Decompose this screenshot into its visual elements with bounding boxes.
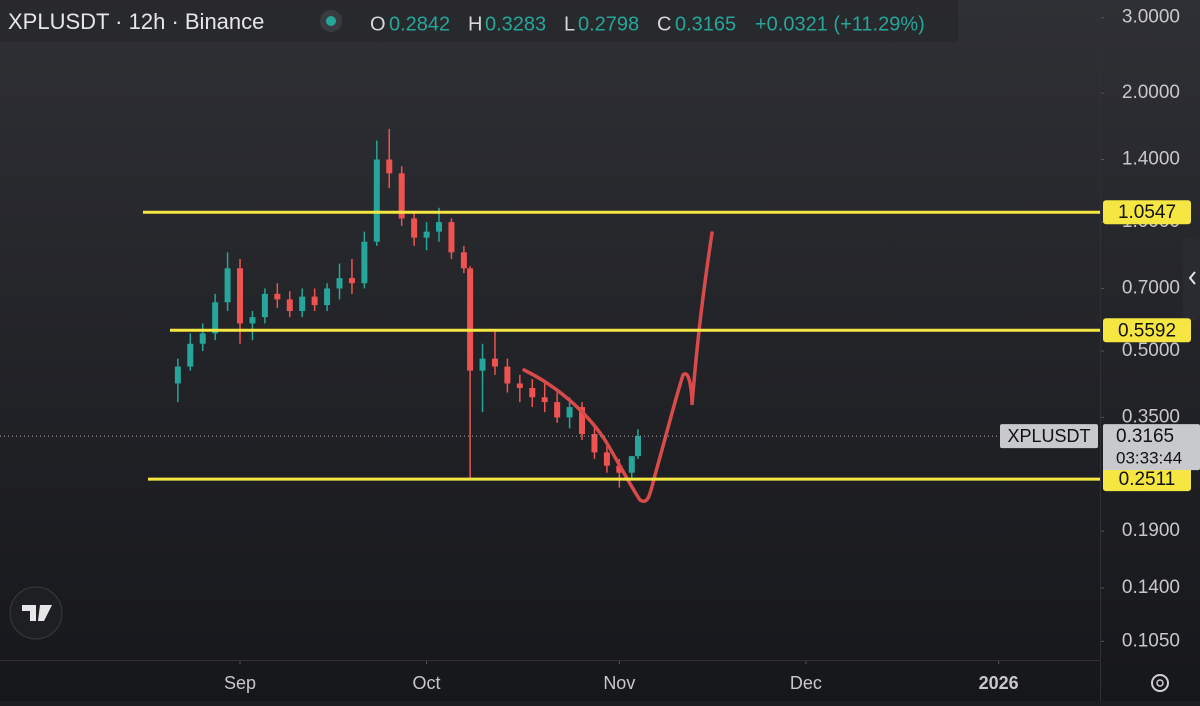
drawing bbox=[522, 231, 714, 503]
candle-body bbox=[504, 366, 511, 384]
candle-body bbox=[237, 268, 244, 324]
axis-divider bbox=[1100, 0, 1101, 701]
candle-body bbox=[467, 268, 474, 371]
candle-body bbox=[299, 296, 306, 312]
candle-body bbox=[261, 293, 268, 318]
candle-body bbox=[448, 222, 455, 253]
candle-body bbox=[579, 407, 586, 435]
candle-body bbox=[274, 293, 281, 300]
candle-body bbox=[541, 397, 548, 403]
change: +0.0321 (+11.29%) bbox=[755, 13, 925, 35]
candle-body bbox=[187, 343, 194, 367]
candle-body bbox=[361, 241, 368, 284]
level-tag bbox=[1103, 467, 1191, 492]
candle-body bbox=[411, 218, 418, 238]
level-label: 1.0547 bbox=[1118, 202, 1176, 223]
level-tag bbox=[1103, 318, 1191, 343]
ohlc-value: 0.3283 bbox=[485, 13, 546, 35]
candle-body bbox=[460, 252, 467, 269]
ohlc-value: 0.2842 bbox=[389, 13, 450, 35]
candle-body bbox=[336, 278, 343, 289]
symbol-tag-label: XPLUSDT bbox=[1007, 426, 1090, 446]
y-tick-label: 0.1400 bbox=[1122, 577, 1180, 598]
ohlc-label: L bbox=[564, 13, 575, 35]
y-tick-label: 3.0000 bbox=[1122, 7, 1180, 28]
ohlc-label: O bbox=[370, 13, 386, 35]
y-tick-label: 1.4000 bbox=[1122, 149, 1180, 170]
candle-body bbox=[286, 299, 293, 312]
candle-body bbox=[634, 436, 641, 457]
symbol-tag bbox=[1000, 424, 1098, 449]
last-price-tag bbox=[1103, 424, 1200, 471]
candle-body bbox=[616, 465, 623, 473]
header-bg bbox=[0, 0, 958, 42]
x-tick-label: Dec bbox=[790, 673, 822, 693]
candle-body bbox=[529, 387, 536, 398]
symbol-title: XPLUSDT · 12h · Binance bbox=[8, 9, 264, 34]
ohlc-value: 0.3165 bbox=[675, 13, 736, 35]
candle-body bbox=[199, 333, 206, 344]
ohlc-label: C bbox=[657, 13, 671, 35]
candle-body bbox=[436, 222, 443, 232]
ohlc-value: 0.2798 bbox=[578, 13, 639, 35]
candle-body bbox=[516, 383, 523, 388]
status-dot bbox=[326, 16, 336, 26]
y-tick-label: 0.7000 bbox=[1122, 277, 1180, 298]
tv-logo-glyph bbox=[22, 605, 52, 621]
x-tick-label: Nov bbox=[603, 673, 635, 693]
y-tick-label: 0.3500 bbox=[1122, 406, 1180, 427]
candle-body bbox=[554, 402, 561, 418]
x-tick-label: Sep bbox=[224, 673, 256, 693]
candle-body bbox=[373, 159, 380, 242]
settings-button[interactable] bbox=[1151, 674, 1169, 692]
candle-body bbox=[174, 366, 181, 384]
candle-body bbox=[628, 456, 635, 473]
y-tick-label: 0.1050 bbox=[1122, 630, 1180, 651]
collapse-icon bbox=[1188, 271, 1196, 285]
candle-body bbox=[566, 407, 573, 418]
candle-body bbox=[423, 231, 430, 238]
candle-body bbox=[212, 302, 219, 334]
candle-body bbox=[398, 173, 405, 219]
candle-body bbox=[603, 452, 610, 466]
x-tick-label: 2026 bbox=[979, 673, 1019, 693]
level-tag bbox=[1103, 200, 1191, 225]
candle-body bbox=[324, 288, 331, 306]
candle-body bbox=[491, 358, 498, 367]
candle-body bbox=[249, 317, 256, 324]
countdown: 03:33:44 bbox=[1116, 449, 1182, 468]
candle-body bbox=[224, 268, 231, 303]
candle-body bbox=[311, 296, 318, 306]
candle-body bbox=[386, 159, 393, 174]
ohlc-label: H bbox=[468, 13, 482, 35]
settings-icon bbox=[1156, 679, 1164, 687]
candle-body bbox=[479, 358, 486, 371]
candle-body bbox=[591, 434, 598, 453]
axis-divider bbox=[0, 660, 1100, 661]
x-tick-label: Oct bbox=[413, 673, 441, 693]
y-tick-label: 0.5000 bbox=[1122, 340, 1180, 361]
level-label: 0.2511 bbox=[1119, 469, 1176, 490]
y-tick-label: 0.1900 bbox=[1122, 520, 1180, 541]
candle-body bbox=[348, 278, 355, 284]
y-tick-label: 2.0000 bbox=[1122, 82, 1180, 103]
level-label: 0.5592 bbox=[1118, 320, 1176, 341]
last-price-label: 0.3165 bbox=[1116, 426, 1174, 447]
